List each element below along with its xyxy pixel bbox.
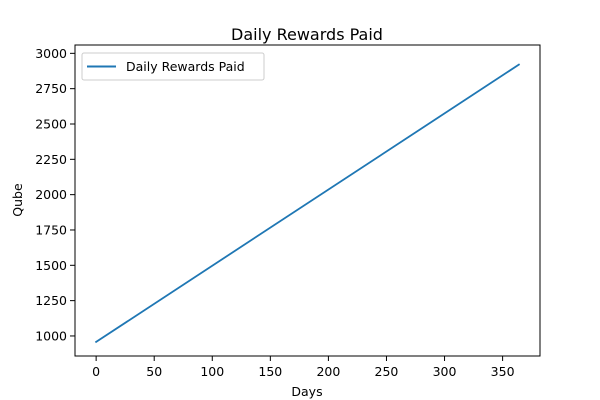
legend-label: Daily Rewards Paid bbox=[126, 59, 245, 74]
y-tick-label: 3000 bbox=[35, 46, 67, 61]
x-tick-label: 200 bbox=[316, 364, 340, 379]
x-tick-label: 150 bbox=[258, 364, 282, 379]
y-tick-label: 1000 bbox=[35, 328, 67, 343]
x-tick-label: 350 bbox=[491, 364, 515, 379]
series-line bbox=[94, 63, 521, 344]
x-axis-ticks: 0 50 100 150 200 250 300 350 bbox=[92, 356, 515, 379]
legend-box bbox=[81, 52, 265, 81]
plot-area bbox=[94, 63, 521, 344]
x-tick-label: 250 bbox=[375, 364, 399, 379]
x-tick-label: 50 bbox=[146, 364, 162, 379]
x-tick-label: 0 bbox=[92, 364, 100, 379]
y-tick-label: 2250 bbox=[35, 152, 67, 167]
chart-title: Daily Rewards Paid bbox=[231, 25, 383, 44]
y-axis-label: Qube bbox=[10, 183, 25, 217]
plot-frame bbox=[74, 44, 541, 357]
y-tick-label: 1500 bbox=[35, 258, 67, 273]
y-axis-ticks: 1000 1250 1500 1750 2000 2250 2500 2750 3000 bbox=[35, 46, 75, 343]
y-tick-label: 1250 bbox=[35, 293, 67, 308]
x-axis-label: Days bbox=[291, 384, 322, 399]
y-tick-label: 2750 bbox=[35, 81, 67, 96]
legend: Daily Rewards Paid bbox=[81, 52, 265, 81]
y-tick-label: 2000 bbox=[35, 187, 67, 202]
x-tick-label: 100 bbox=[200, 364, 224, 379]
x-tick-label: 300 bbox=[433, 364, 457, 379]
y-tick-label: 2500 bbox=[35, 116, 67, 131]
y-tick-label: 1750 bbox=[35, 222, 67, 237]
